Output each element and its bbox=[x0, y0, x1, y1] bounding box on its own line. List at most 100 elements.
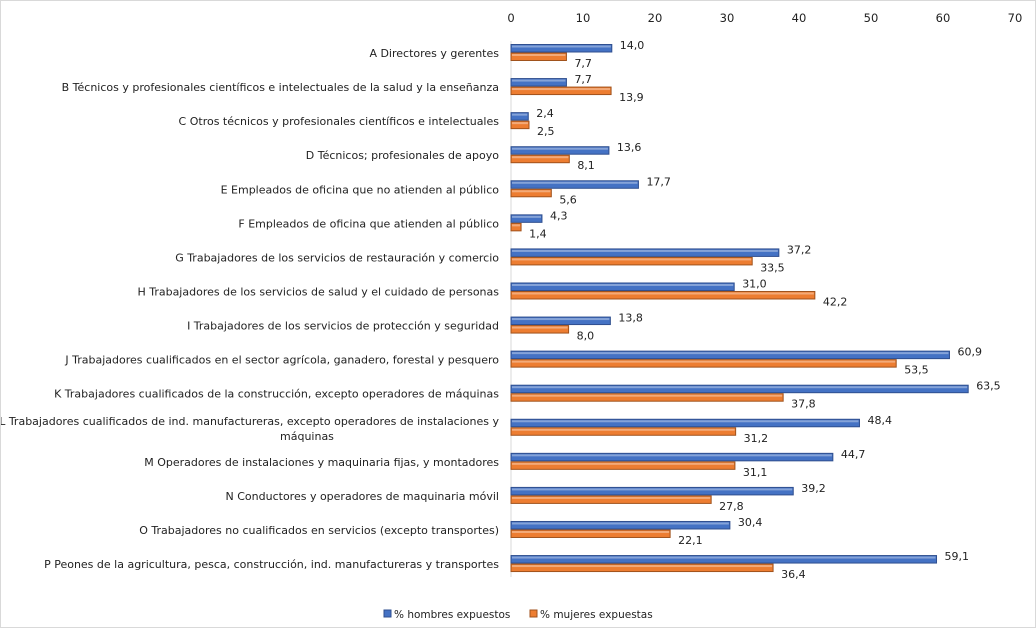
data-label: 30,4 bbox=[738, 516, 763, 529]
bar-mujeres bbox=[510, 154, 570, 164]
bar-mujeres bbox=[510, 120, 530, 130]
bar-hombres bbox=[510, 384, 969, 394]
bar-hombres bbox=[510, 555, 938, 564]
bar-highlight bbox=[512, 565, 773, 568]
data-label: 27,8 bbox=[719, 500, 744, 513]
x-tick-label: 0 bbox=[507, 11, 514, 25]
bar-mujeres bbox=[510, 461, 736, 470]
category-label: J Trabajadores cualificados en el sector… bbox=[64, 354, 499, 367]
x-tick-label: 10 bbox=[576, 11, 591, 25]
bar-mujeres bbox=[510, 256, 753, 266]
data-label: 4,3 bbox=[550, 209, 568, 222]
category-label: F Empleados de oficina que atienden al p… bbox=[238, 217, 499, 230]
bar-hombres bbox=[510, 44, 613, 53]
bar-highlight bbox=[512, 79, 566, 82]
data-label: 42,2 bbox=[823, 295, 848, 308]
x-tick-label: 70 bbox=[1008, 11, 1023, 25]
category-label: P Peones de la agricultura, pesca, const… bbox=[44, 558, 499, 571]
data-label: 33,5 bbox=[760, 261, 785, 274]
bar-mujeres bbox=[510, 393, 784, 402]
bar-hombres bbox=[510, 214, 543, 223]
bar-highlight bbox=[512, 462, 734, 465]
data-label: 39,2 bbox=[801, 482, 826, 495]
data-label: 37,8 bbox=[791, 398, 816, 411]
bar-hombres bbox=[510, 146, 610, 155]
data-label: 37,2 bbox=[787, 243, 812, 256]
x-tick-label: 30 bbox=[720, 11, 735, 25]
x-tick-label: 40 bbox=[792, 11, 807, 25]
bar-mujeres bbox=[510, 359, 897, 368]
x-tick-label: 60 bbox=[936, 11, 951, 25]
bar-highlight bbox=[512, 88, 611, 91]
bar-hombres bbox=[510, 78, 567, 87]
data-label: 5,6 bbox=[559, 193, 577, 206]
category-label: B Técnicos y profesionales científicos e… bbox=[62, 81, 499, 94]
category-label: C Otros técnicos y profesionales científ… bbox=[179, 115, 500, 128]
category-label: I Trabajadores de los servicios de prote… bbox=[187, 320, 499, 333]
data-label: 13,6 bbox=[617, 141, 642, 154]
category-label: L Trabajadores cualificados de ind. manu… bbox=[1, 415, 499, 428]
bar-highlight bbox=[512, 394, 783, 397]
legend-label: % hombres expuestos bbox=[394, 609, 510, 621]
bar-hombres bbox=[510, 248, 780, 257]
bar-highlight bbox=[512, 156, 569, 159]
data-label: 8,0 bbox=[577, 330, 595, 343]
category-label: K Trabajadores cualificados de la constr… bbox=[54, 388, 499, 401]
bar-mujeres bbox=[510, 222, 522, 232]
bar-highlight bbox=[512, 122, 528, 125]
category-label-cont: máquinas bbox=[280, 430, 334, 443]
bar-hombres bbox=[510, 452, 834, 462]
data-label: 2,4 bbox=[536, 107, 554, 120]
bar-mujeres bbox=[510, 188, 552, 198]
category-label: G Trabajadores de los servicios de resta… bbox=[175, 251, 499, 264]
bar-highlight bbox=[512, 556, 936, 559]
bar-highlight bbox=[512, 45, 611, 48]
bar-highlight bbox=[512, 420, 859, 423]
data-label: 1,4 bbox=[529, 227, 547, 240]
bar-mujeres bbox=[510, 427, 737, 436]
bar-highlight bbox=[512, 386, 968, 389]
data-label: 13,9 bbox=[619, 91, 644, 104]
x-tick-label: 50 bbox=[864, 11, 879, 25]
bar-hombres bbox=[510, 350, 950, 360]
data-label: 22,1 bbox=[678, 534, 703, 547]
bar-mujeres bbox=[510, 52, 567, 61]
bar-highlight bbox=[512, 488, 793, 491]
data-label: 53,5 bbox=[904, 364, 929, 377]
x-tick-label: 20 bbox=[648, 11, 663, 25]
data-label: 36,4 bbox=[781, 568, 806, 581]
bar-mujeres bbox=[510, 290, 816, 300]
data-label: 17,7 bbox=[646, 175, 671, 188]
bar-highlight bbox=[512, 249, 778, 252]
bar-highlight bbox=[512, 215, 541, 218]
bar-hombres bbox=[510, 180, 639, 189]
category-label: M Operadores de instalaciones y maquinar… bbox=[144, 456, 499, 469]
legend-swatch-mujeres bbox=[529, 609, 538, 618]
bar-mujeres bbox=[510, 563, 774, 573]
bar-hombres bbox=[510, 316, 611, 326]
legend-swatch-hombres bbox=[383, 609, 392, 618]
bar-highlight bbox=[512, 522, 729, 525]
bar-highlight bbox=[512, 113, 528, 116]
bar-highlight bbox=[512, 496, 711, 499]
data-label: 13,8 bbox=[618, 312, 643, 325]
data-label: 48,4 bbox=[867, 414, 892, 427]
bar-hombres bbox=[510, 486, 794, 496]
data-label: 2,5 bbox=[537, 125, 555, 138]
data-label: 8,1 bbox=[577, 159, 595, 172]
data-label: 7,7 bbox=[574, 73, 592, 86]
bar-highlight bbox=[512, 181, 638, 184]
bar-mujeres bbox=[510, 529, 671, 538]
bar-mujeres bbox=[510, 495, 712, 504]
bar-hombres bbox=[510, 520, 731, 530]
data-label: 31,0 bbox=[742, 277, 767, 290]
data-label: 60,9 bbox=[957, 346, 982, 359]
bar-hombres bbox=[510, 282, 735, 291]
bar-highlight bbox=[512, 428, 735, 431]
bar-highlight bbox=[512, 454, 832, 457]
bar-mujeres bbox=[510, 325, 570, 334]
bar-highlight bbox=[512, 190, 551, 193]
category-label: N Conductores y operadores de maquinaria… bbox=[226, 490, 499, 503]
